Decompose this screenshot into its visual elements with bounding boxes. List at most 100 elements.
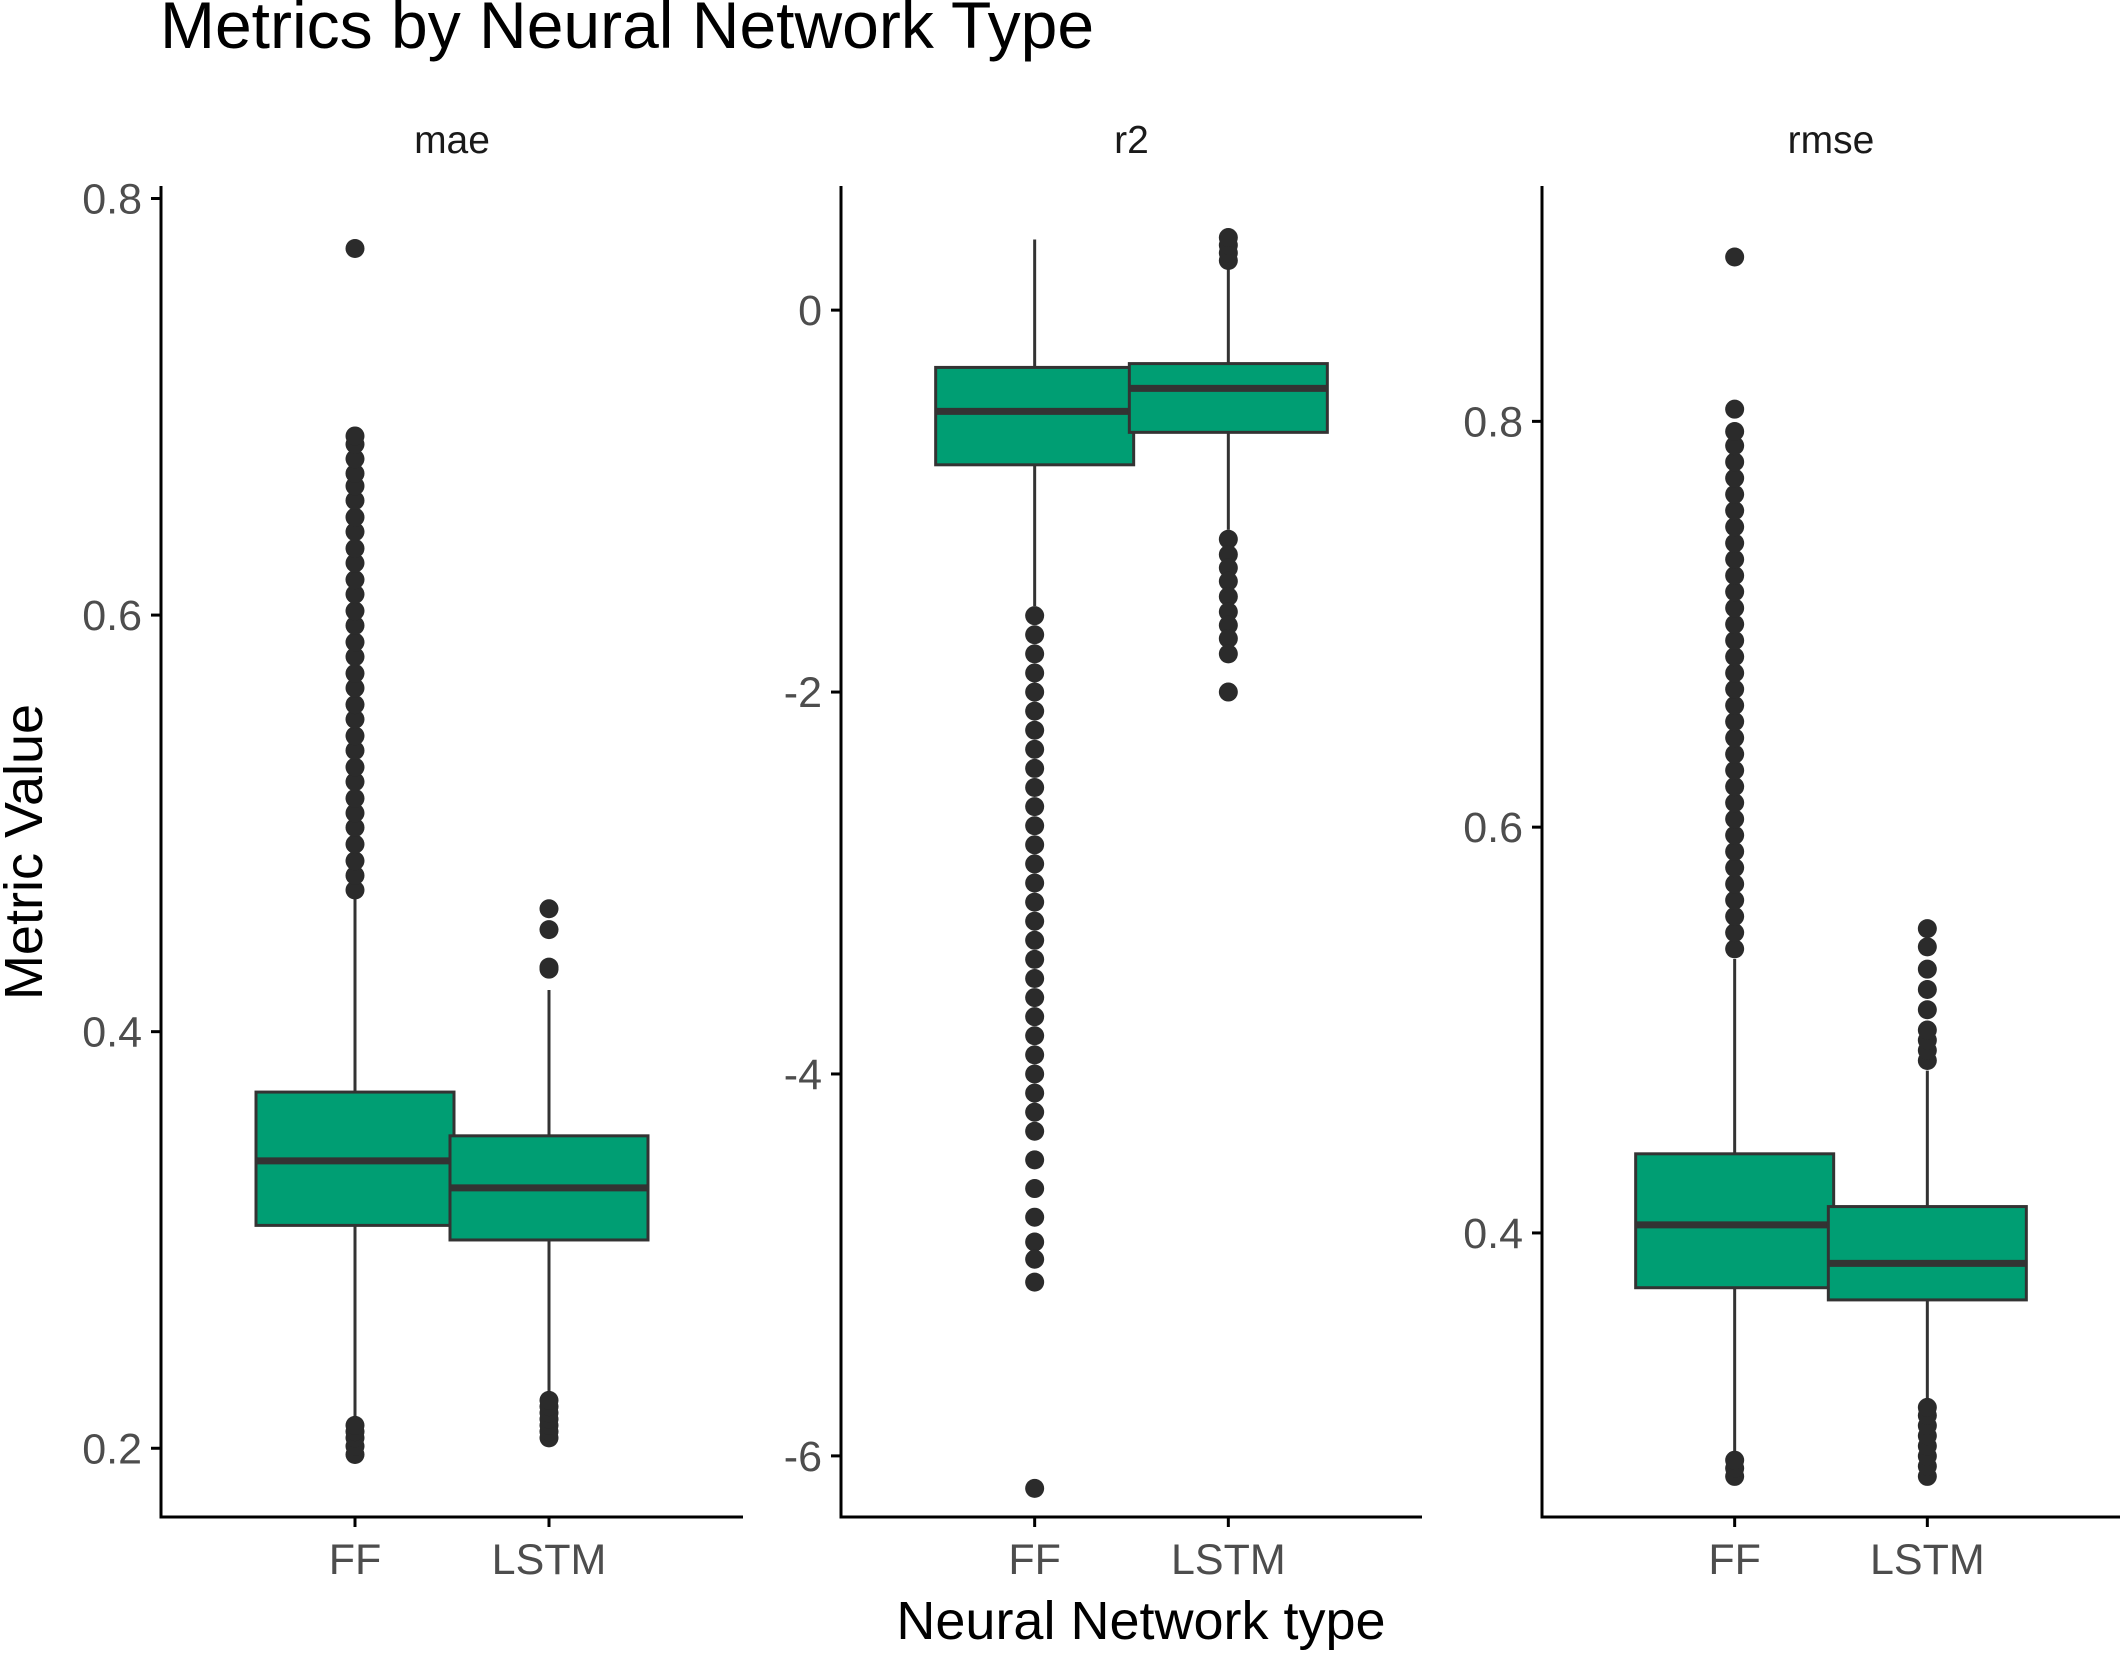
- outlier-point: [1025, 644, 1045, 664]
- outlier-point: [1725, 436, 1745, 456]
- outlier-point: [1218, 571, 1238, 591]
- x-axis-title: Neural Network type: [896, 1591, 1385, 1651]
- outlier-point: [1025, 911, 1045, 931]
- outlier-point: [1025, 720, 1045, 740]
- outlier-point: [1025, 1102, 1045, 1122]
- outlier-point: [1025, 816, 1045, 836]
- outlier-point: [1025, 949, 1045, 969]
- outlier-point: [345, 757, 365, 777]
- outlier-point: [1218, 228, 1238, 248]
- outlier-point: [1725, 582, 1745, 602]
- facet-label-mae: mae: [414, 119, 490, 162]
- outlier-point: [345, 616, 365, 636]
- outlier-point: [1725, 858, 1745, 878]
- outlier-point: [1025, 1179, 1045, 1199]
- outlier-point: [1725, 939, 1745, 959]
- outlier-point: [345, 491, 365, 511]
- outlier-point: [1218, 644, 1238, 664]
- outlier-point: [345, 538, 365, 558]
- outlier-point: [1725, 744, 1745, 764]
- outlier-point: [1218, 545, 1238, 565]
- outlier-point: [539, 1390, 559, 1410]
- outlier-point: [1025, 606, 1045, 626]
- outlier-point: [345, 601, 365, 621]
- panel-rmse: rmse 0.4 0.6 0.8 FF LSTM: [1463, 119, 2120, 1584]
- x-tick-label: LSTM: [492, 1536, 607, 1584]
- outlier-point: [539, 957, 559, 977]
- outlier-point: [345, 553, 365, 573]
- outlier-point: [1725, 923, 1745, 943]
- outlier-point: [345, 507, 365, 527]
- outlier-point: [1025, 1007, 1045, 1027]
- outlier-point: [345, 584, 365, 604]
- outlier-point: [1025, 1121, 1045, 1141]
- outlier-point: [1025, 1150, 1045, 1170]
- outlier-point: [1025, 701, 1045, 721]
- outlier-point: [1025, 739, 1045, 759]
- outlier-point: [345, 426, 365, 446]
- outlier-point: [1025, 1064, 1045, 1084]
- outlier-point: [1917, 937, 1937, 957]
- y-tick-label: -2: [784, 669, 822, 717]
- outlier-point: [1725, 549, 1745, 569]
- outlier-point: [1218, 615, 1238, 635]
- outlier-point: [1725, 825, 1745, 845]
- box-iqr: [1127, 362, 1329, 434]
- outlier-point: [345, 1415, 365, 1435]
- box-iqr: [1826, 1205, 2028, 1302]
- outlier-point: [1917, 1020, 1937, 1040]
- outlier-point: [345, 834, 365, 854]
- outlier-point: [345, 632, 365, 652]
- x-tick-label: LSTM: [1870, 1536, 1985, 1584]
- outlier-point: [539, 920, 559, 940]
- outlier-point: [1025, 758, 1045, 778]
- outlier-point: [1025, 1026, 1045, 1046]
- outlier-point: [1025, 1272, 1045, 1292]
- outlier-point: [1218, 587, 1238, 607]
- outlier-point: [1218, 529, 1238, 549]
- outlier-point: [1025, 1478, 1045, 1498]
- outlier-point: [539, 899, 559, 919]
- outlier-point: [345, 851, 365, 871]
- outlier-point: [1725, 399, 1745, 419]
- outlier-point: [1725, 874, 1745, 894]
- y-tick-label: 0.4: [1463, 1210, 1523, 1258]
- outlier-point: [345, 740, 365, 760]
- facet-label-r2: r2: [1114, 119, 1149, 162]
- outlier-point: [1725, 484, 1745, 504]
- outlier-point: [1218, 682, 1238, 702]
- y-tick-label: 0.8: [1463, 398, 1523, 446]
- outlier-point: [345, 678, 365, 698]
- outlier-point: [1218, 629, 1238, 649]
- outlier-point: [345, 463, 365, 483]
- outlier-point: [345, 695, 365, 715]
- outlier-point: [1725, 760, 1745, 780]
- outlier-point: [1725, 630, 1745, 650]
- outlier-point: [1725, 1450, 1745, 1470]
- x-tick-label: FF: [1708, 1536, 1761, 1584]
- outlier-point: [1025, 930, 1045, 950]
- outlier-point: [1725, 906, 1745, 926]
- outlier-point: [1025, 1249, 1045, 1269]
- y-tick-label: 0.6: [82, 592, 142, 640]
- outlier-point: [1725, 598, 1745, 618]
- outlier-point: [1725, 663, 1745, 683]
- outlier-point: [1725, 647, 1745, 667]
- outlier-point: [1025, 873, 1045, 893]
- outlier-point: [1725, 777, 1745, 797]
- outlier-point: [1725, 728, 1745, 748]
- outlier-point: [1917, 1397, 1937, 1417]
- box-iqr: [934, 365, 1136, 467]
- facet-label-rmse: rmse: [1788, 119, 1875, 162]
- y-tick-label: 0: [798, 287, 822, 335]
- outlier-point: [1725, 422, 1745, 442]
- outlier-point: [345, 803, 365, 823]
- outlier-point: [1725, 695, 1745, 715]
- outlier-point: [345, 647, 365, 667]
- box-r2-LSTM: [1127, 228, 1329, 702]
- y-tick-label: 0.6: [1463, 804, 1523, 852]
- outlier-point: [1725, 501, 1745, 521]
- outlier-point: [1725, 679, 1745, 699]
